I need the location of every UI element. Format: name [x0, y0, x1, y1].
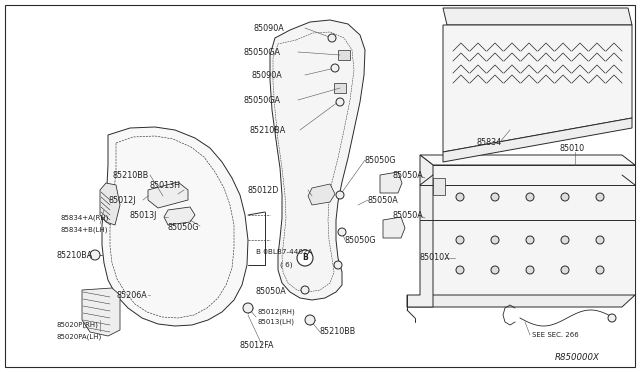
Text: 85050G: 85050G — [345, 235, 376, 244]
Polygon shape — [100, 183, 120, 225]
Text: SEE SEC. 266: SEE SEC. 266 — [532, 332, 579, 338]
Polygon shape — [338, 50, 350, 60]
Circle shape — [328, 34, 336, 42]
Text: 85012(RH): 85012(RH) — [258, 309, 296, 315]
Text: 85206A: 85206A — [116, 291, 147, 299]
Circle shape — [526, 236, 534, 244]
Circle shape — [526, 193, 534, 201]
Circle shape — [338, 228, 346, 236]
Circle shape — [596, 193, 604, 201]
Text: 85050G: 85050G — [168, 222, 200, 231]
Polygon shape — [270, 20, 365, 300]
Polygon shape — [433, 178, 445, 195]
Text: 85210BA: 85210BA — [250, 125, 286, 135]
Circle shape — [456, 236, 464, 244]
Text: B: B — [302, 253, 308, 263]
Text: 85013(LH): 85013(LH) — [258, 319, 295, 325]
Circle shape — [561, 236, 569, 244]
Text: 85834+A(RH): 85834+A(RH) — [60, 215, 108, 221]
Text: 85020P(RH): 85020P(RH) — [56, 322, 98, 328]
Circle shape — [608, 314, 616, 322]
Polygon shape — [420, 155, 635, 165]
Circle shape — [526, 266, 534, 274]
Circle shape — [491, 193, 499, 201]
Text: 85050A: 85050A — [256, 288, 287, 296]
Polygon shape — [443, 118, 632, 162]
Text: 85090A: 85090A — [252, 71, 283, 80]
Text: R850000X: R850000X — [555, 353, 600, 362]
Circle shape — [301, 286, 309, 294]
Polygon shape — [443, 8, 632, 25]
Text: 85050G: 85050G — [365, 155, 397, 164]
Polygon shape — [308, 184, 335, 205]
Text: 85012D: 85012D — [248, 186, 280, 195]
Circle shape — [596, 266, 604, 274]
Polygon shape — [82, 288, 120, 336]
Circle shape — [331, 64, 339, 72]
Circle shape — [561, 266, 569, 274]
Circle shape — [336, 191, 344, 199]
Circle shape — [305, 315, 315, 325]
Polygon shape — [383, 217, 405, 238]
Text: 85050GA: 85050GA — [244, 96, 281, 105]
Text: 85050A: 85050A — [393, 211, 424, 219]
Text: 85050GA: 85050GA — [244, 48, 281, 57]
Circle shape — [561, 193, 569, 201]
Circle shape — [334, 261, 342, 269]
Text: 85013H: 85013H — [150, 180, 181, 189]
Polygon shape — [407, 155, 433, 307]
Polygon shape — [334, 83, 346, 93]
Polygon shape — [164, 207, 195, 225]
Text: 85010: 85010 — [560, 144, 585, 153]
Circle shape — [596, 236, 604, 244]
Circle shape — [491, 236, 499, 244]
Polygon shape — [443, 25, 632, 152]
Circle shape — [297, 250, 313, 266]
Circle shape — [491, 266, 499, 274]
Polygon shape — [102, 127, 248, 326]
Circle shape — [336, 98, 344, 106]
Text: 85050A: 85050A — [393, 170, 424, 180]
Text: ( 6): ( 6) — [280, 262, 292, 268]
Text: 85834+B(LH): 85834+B(LH) — [60, 227, 108, 233]
Text: 85050A: 85050A — [368, 196, 399, 205]
Circle shape — [456, 193, 464, 201]
Text: 85013J: 85013J — [130, 211, 157, 219]
Text: 85210BB: 85210BB — [320, 327, 356, 337]
Text: 85090A: 85090A — [254, 23, 285, 32]
Text: 85012J: 85012J — [108, 196, 136, 205]
Circle shape — [243, 303, 253, 313]
Circle shape — [90, 250, 100, 260]
Text: 85210BA: 85210BA — [56, 250, 92, 260]
Circle shape — [456, 266, 464, 274]
Polygon shape — [380, 172, 402, 193]
Text: 85210BB: 85210BB — [112, 170, 148, 180]
Polygon shape — [420, 165, 635, 295]
Text: 85012FA: 85012FA — [240, 340, 275, 350]
Polygon shape — [148, 182, 188, 208]
Text: 85020PA(LH): 85020PA(LH) — [56, 334, 101, 340]
Text: 85834: 85834 — [477, 138, 502, 147]
Polygon shape — [407, 295, 635, 307]
Text: B 0BLB7-4402A: B 0BLB7-4402A — [256, 249, 312, 255]
Text: 85010X: 85010X — [420, 253, 451, 263]
